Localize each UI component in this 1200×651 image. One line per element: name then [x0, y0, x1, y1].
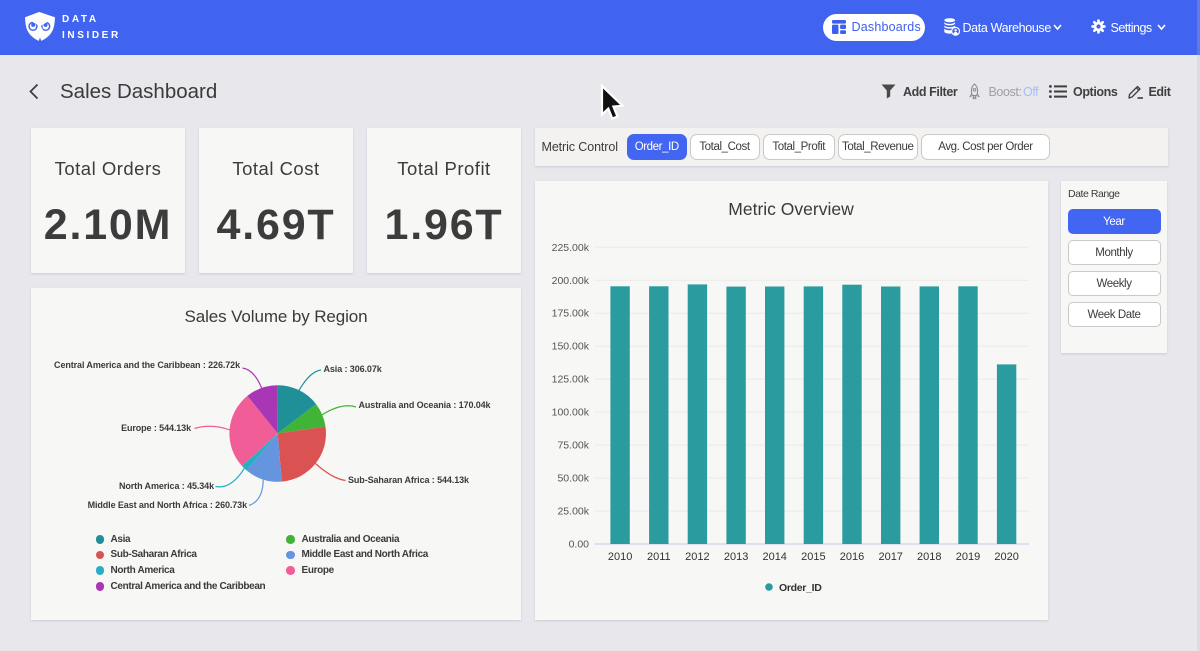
svg-text:2010: 2010: [607, 551, 631, 563]
svg-text:2019: 2019: [955, 551, 979, 563]
svg-text:100.00k: 100.00k: [551, 407, 589, 419]
svg-text:2015: 2015: [801, 551, 825, 563]
svg-text:0.00: 0.00: [568, 539, 589, 551]
svg-text:225.00k: 225.00k: [551, 242, 589, 254]
svg-text:125.00k: 125.00k: [551, 374, 589, 386]
svg-text:2011: 2011: [646, 551, 670, 563]
svg-text:2016: 2016: [839, 551, 863, 563]
svg-text:75.00k: 75.00k: [557, 440, 589, 452]
svg-text:175.00k: 175.00k: [551, 308, 589, 320]
svg-text:150.00k: 150.00k: [551, 341, 589, 353]
svg-text:25.00k: 25.00k: [557, 506, 589, 518]
svg-text:50.00k: 50.00k: [557, 473, 589, 485]
svg-text:2017: 2017: [878, 551, 902, 563]
svg-text:200.00k: 200.00k: [551, 275, 589, 287]
svg-text:2020: 2020: [994, 551, 1018, 563]
svg-text:2012: 2012: [685, 551, 709, 563]
svg-text:2013: 2013: [723, 551, 747, 563]
svg-text:Metric Overview: Metric Overview: [728, 199, 854, 219]
svg-text:2018: 2018: [917, 551, 941, 563]
svg-text:2014: 2014: [762, 551, 786, 563]
svg-text:Order_ID: Order_ID: [779, 582, 822, 594]
